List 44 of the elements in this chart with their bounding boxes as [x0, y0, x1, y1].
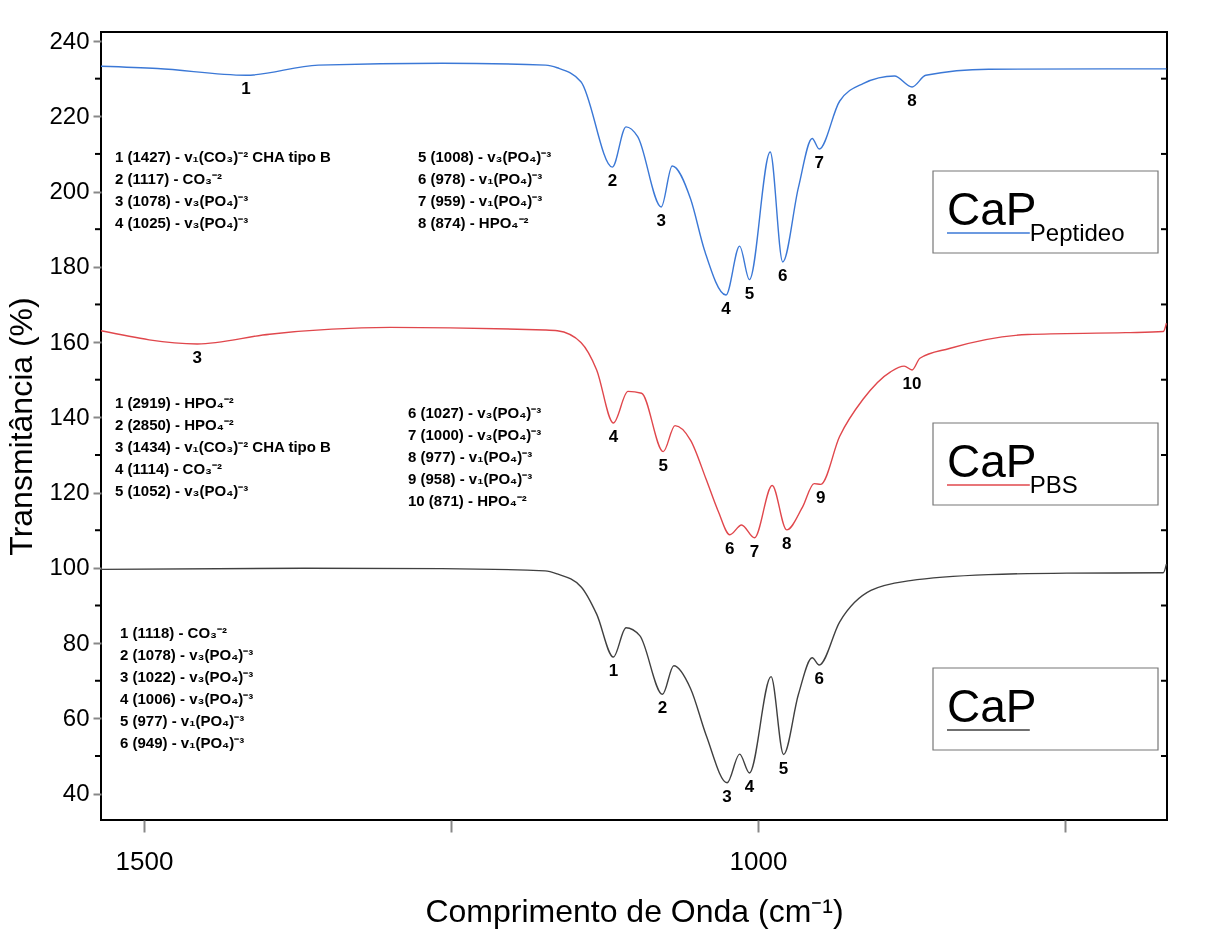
y-tick-label: 80: [62, 628, 90, 656]
annotation: 8: [907, 90, 917, 110]
annotation: 5: [778, 758, 789, 778]
annotation: 2: [657, 698, 668, 718]
annotation: 5 (1008) - v₃(PO₄)⁻³ 6 (978) - v₁(PO₄)⁻³ 7 (959) - v₁(PO₄)⁻³ 8 (874) - HPO₄⁻²: [418, 148, 552, 231]
annotation: 6 (1027) - v₃(PO₄)⁻³ 7 (1000) - v₃(PO₄)⁻³ 8 (977) - v₁(PO₄)⁻³ 9 (958) - v₁(PO₄)⁻³ 10 (871) - HPO₄⁻²: [408, 404, 542, 509]
annotation: 3: [722, 786, 732, 806]
annotation: 6: [777, 265, 788, 285]
annotation: 4: [744, 776, 755, 796]
y-tick-label: 220: [49, 101, 90, 129]
annotation: 3: [656, 210, 666, 230]
y-tick-label: 200: [49, 177, 90, 205]
annotation: 10: [902, 373, 922, 393]
annotation: 1: [608, 661, 619, 681]
y-axis-title: Transmitância (%): [3, 297, 40, 556]
x-tick-label: 1000: [729, 845, 788, 876]
annotation: 1 (1427) - v₁(CO₃)⁻² CHA tipo B 2 (1117) - CO₃⁻² 3 (1078) - v₃(PO₄)⁻³ 4 (1025) - v₃(PO₄)⁻³: [115, 148, 332, 231]
y-tick-label: 100: [49, 553, 90, 581]
annotation: 1 (2919) - HPO₄⁻² 2 (2850) - HPO₄⁻² 3 (1434) - v₁(CO₃)⁻² CHA tipo B 4 (1114) - CO₃⁻² 5 (1052) - v₃(PO₄)⁻³: [115, 394, 332, 499]
annotation: 1 (1118) - CO₃⁻² 2 (1078) - v₃(PO₄)⁻³ 3 (1022) - v₃(PO₄)⁻³ 4 (1006) - v₃(PO₄)⁻³ 5 (977) - v₁(PO₄)⁻³ 6 (949) - v₁(PO₄)⁻³: [120, 624, 254, 751]
text: CaP: [947, 680, 1037, 732]
line-series: [101, 322, 1167, 539]
x-axis-title: Comprimento de Onda (cm⁻¹): [425, 892, 844, 929]
y-tick-label: 140: [49, 402, 90, 430]
annotation: 1: [241, 79, 251, 99]
y-tick-label: 240: [49, 26, 90, 54]
annotation: 9: [816, 488, 826, 508]
y-tick-label: 120: [49, 478, 90, 506]
x-tick-label: 1500: [115, 845, 174, 876]
annotation: 5: [658, 455, 668, 475]
annotation: 8: [781, 533, 792, 553]
annotation: 4: [608, 426, 619, 446]
y-tick-label: 160: [49, 327, 90, 355]
annotation: 7: [749, 541, 760, 561]
annotation: 6: [814, 668, 824, 688]
annotation: 6: [725, 538, 735, 558]
annotation: 3: [192, 347, 203, 367]
annotation: 7: [814, 153, 824, 173]
y-tick-label: 60: [62, 703, 90, 731]
y-tick-label: 180: [49, 252, 90, 280]
annotation: 5: [744, 283, 755, 303]
y-tick-label: 40: [62, 779, 90, 807]
annotation: 2: [607, 171, 618, 191]
annotation: 4: [721, 299, 732, 319]
